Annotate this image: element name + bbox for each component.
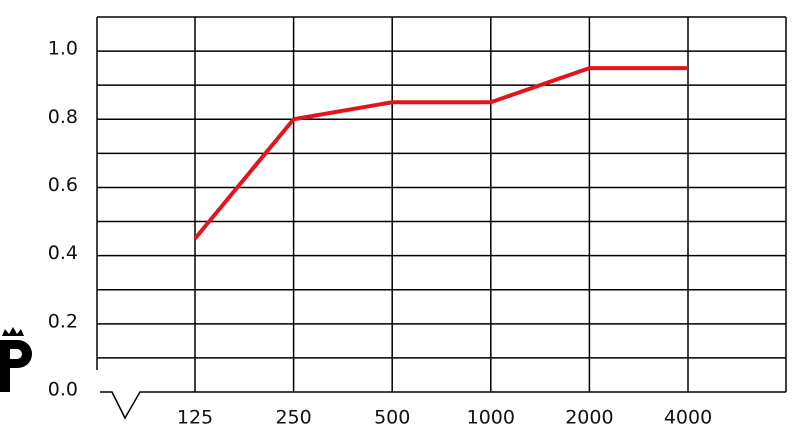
y-tick-label: 1.0 <box>48 38 78 60</box>
x-tick-label: 250 <box>275 407 311 429</box>
y-tick-label: 0.8 <box>48 106 78 128</box>
y-tick-label: 0.2 <box>48 310 78 332</box>
x-tick-label: 4000 <box>664 407 712 429</box>
x-tick-label: 1000 <box>467 407 515 429</box>
y-tick-label: 0.6 <box>48 174 78 196</box>
x-tick-label: 2000 <box>565 407 613 429</box>
logo <box>0 327 32 392</box>
plot-frame <box>96 16 787 420</box>
y-tick-label: 0.4 <box>48 242 78 264</box>
x-tick-label: 125 <box>177 407 213 429</box>
data-line <box>193 66 688 240</box>
y-tick-label: 0.0 <box>48 379 78 401</box>
x-tick-label: 500 <box>374 407 410 429</box>
